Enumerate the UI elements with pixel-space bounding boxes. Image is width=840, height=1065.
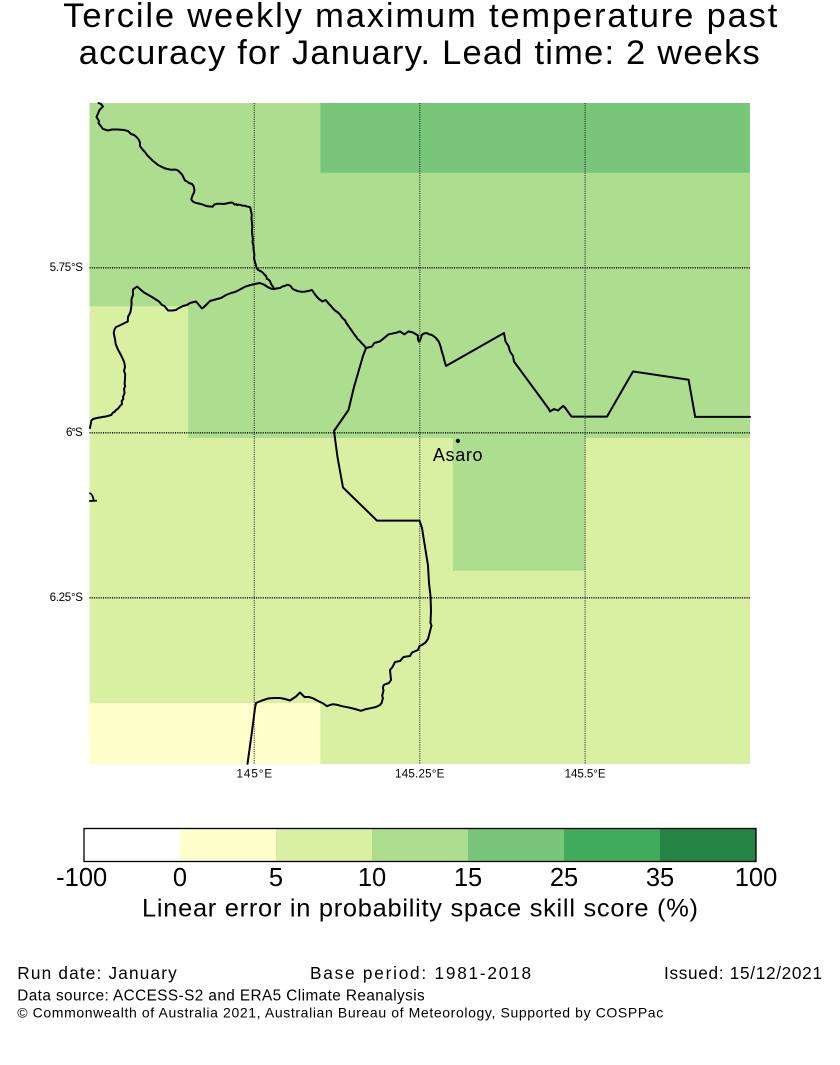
svg-text:145.25°E: 145.25°E bbox=[395, 768, 445, 781]
svg-text:-100: -100 bbox=[56, 864, 107, 892]
svg-text:Run date: January: Run date: January bbox=[17, 963, 177, 983]
svg-text:Linear error in probability sp: Linear error in probability space skill … bbox=[142, 895, 698, 923]
svg-text:35: 35 bbox=[646, 864, 674, 892]
svg-text:25: 25 bbox=[550, 864, 578, 892]
svg-text:6°S: 6°S bbox=[66, 426, 83, 439]
svg-text:5: 5 bbox=[269, 864, 283, 892]
svg-text:100: 100 bbox=[735, 864, 778, 892]
svg-text:5.75°S: 5.75°S bbox=[50, 261, 84, 274]
svg-text:10: 10 bbox=[358, 864, 386, 892]
svg-text:Data source: ACCESS-S2 and ERA: Data source: ACCESS-S2 and ERA5 Climate … bbox=[17, 987, 425, 1004]
svg-text:15: 15 bbox=[454, 864, 482, 892]
svg-text:accuracy for January. Lead tim: accuracy for January. Lead time: 2 weeks bbox=[79, 34, 760, 72]
svg-text:© Commonwealth of Australia 20: © Commonwealth of Australia 2021, Austra… bbox=[17, 1004, 663, 1020]
svg-text:6.25°S: 6.25°S bbox=[50, 591, 84, 604]
svg-text:145°E: 145°E bbox=[237, 768, 273, 781]
svg-text:Issued: 15/12/2021: Issued: 15/12/2021 bbox=[664, 963, 822, 983]
svg-text:145.5°E: 145.5°E bbox=[565, 768, 606, 781]
svg-text:Asaro: Asaro bbox=[433, 445, 483, 465]
svg-text:Base period: 1981-2018: Base period: 1981-2018 bbox=[310, 963, 531, 983]
svg-text:Tercile weekly maximum tempera: Tercile weekly maximum temperature past bbox=[63, 0, 777, 35]
svg-text:0: 0 bbox=[173, 864, 187, 892]
